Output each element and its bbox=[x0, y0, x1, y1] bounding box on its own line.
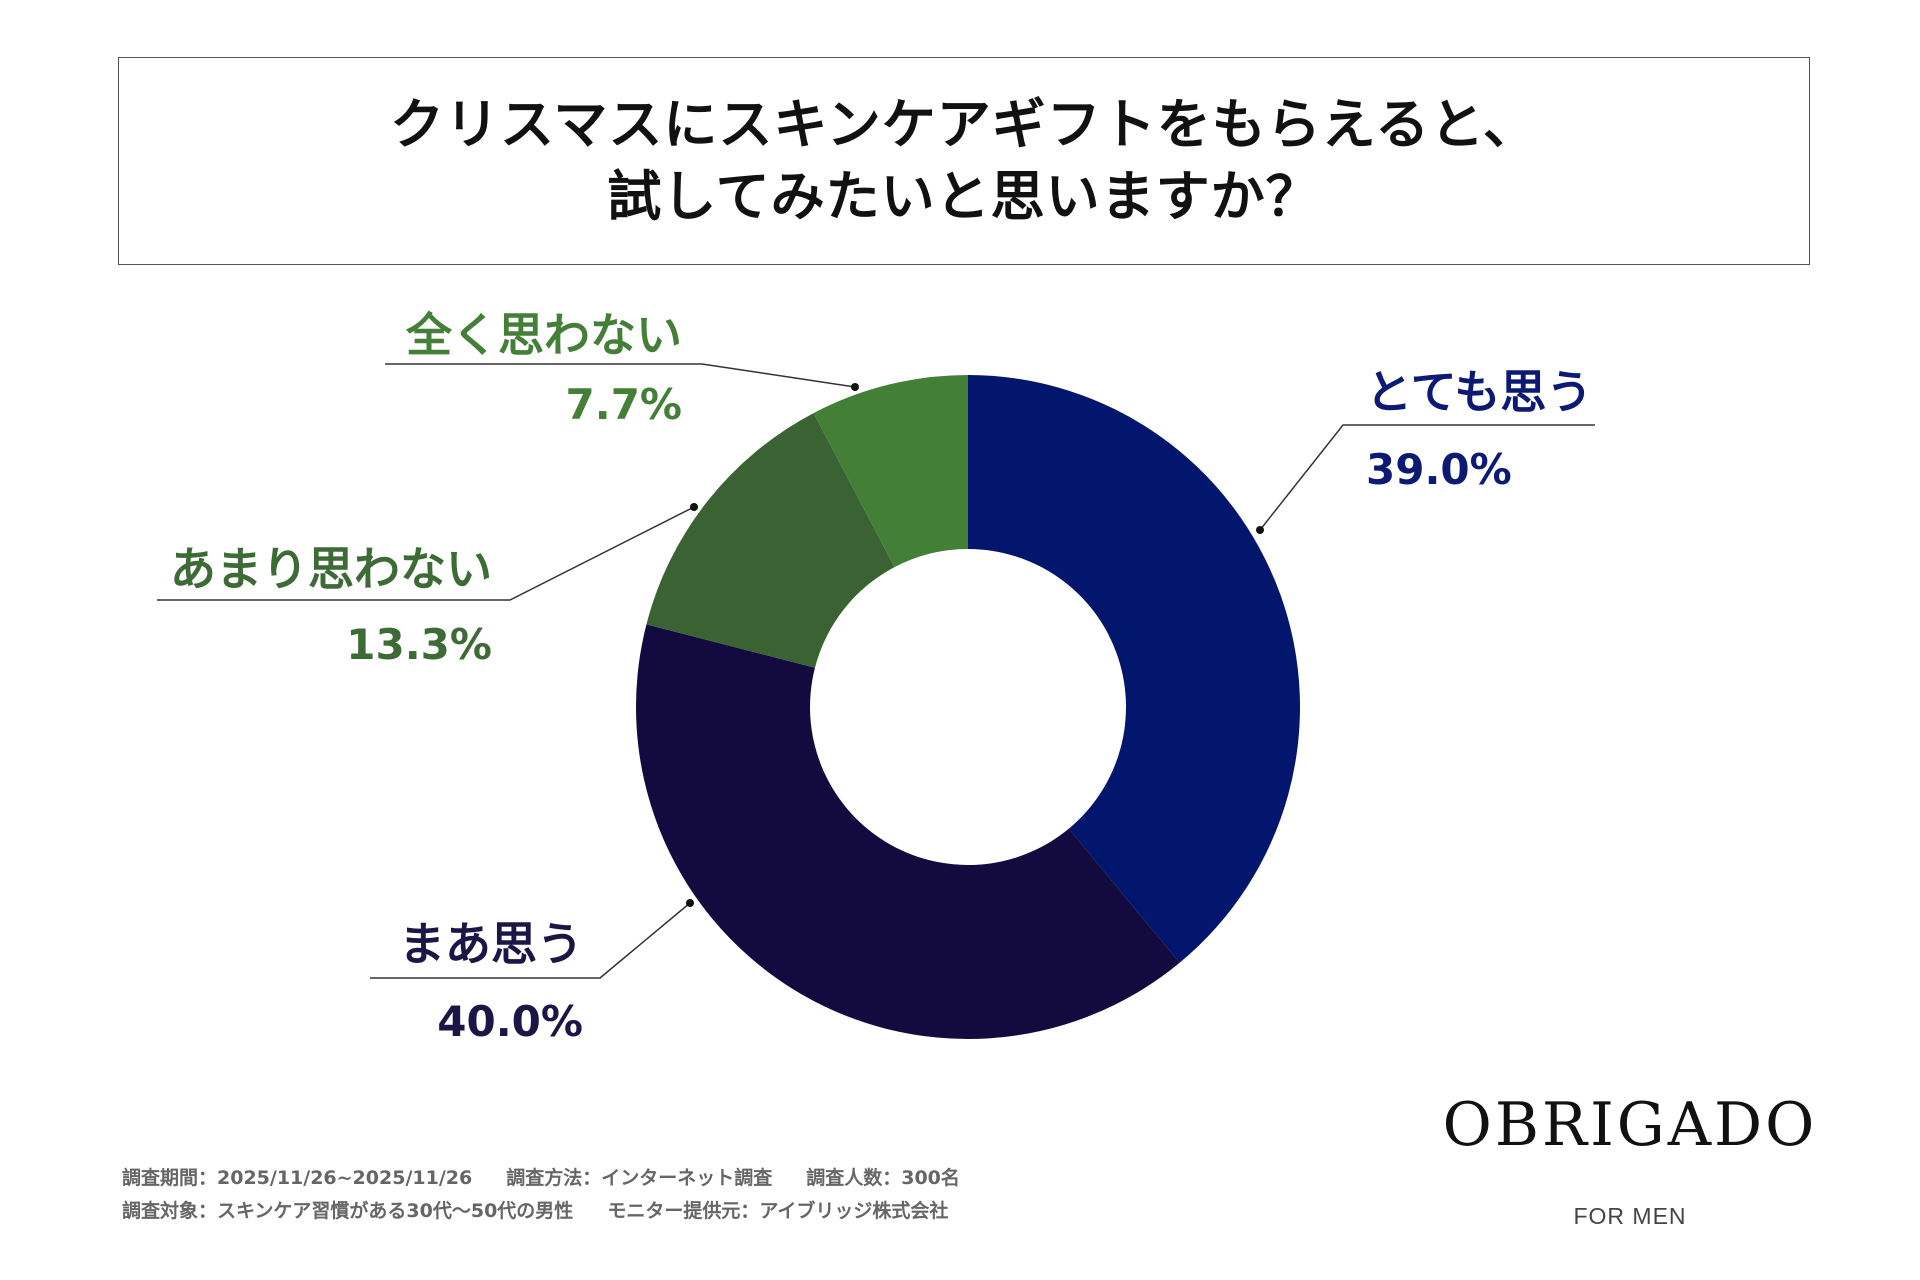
leader-dot-totemo-omou bbox=[1256, 526, 1264, 534]
leader-dot-maa-omou bbox=[686, 899, 694, 907]
leader-dot-amari-omowanai bbox=[690, 503, 698, 511]
brand-logo: OBRIGADO bbox=[1442, 1090, 1818, 1160]
footer-line-1: 調査期間：2025/11/26~2025/11/26 調査方法：インターネット調査… bbox=[122, 1162, 994, 1195]
footer-line-2: 調査対象：スキンケア習慣がある30代～50代の男性 モニター提供元：アイブリッジ株… bbox=[122, 1195, 994, 1228]
donut-slice-totemo-omou bbox=[968, 375, 1300, 963]
survey-target: 調査対象：スキンケア習慣がある30代～50代の男性 bbox=[122, 1200, 574, 1222]
value-label-maa-omou: 40.0% bbox=[437, 997, 583, 1046]
category-label-amari-omowanai: あまり思わない bbox=[170, 542, 492, 596]
leader-line-totemo-omou bbox=[1259, 424, 1595, 531]
leader-line-mattaku-omowanai bbox=[385, 363, 856, 388]
value-label-amari-omowanai: 13.3% bbox=[346, 620, 492, 669]
donut-slice-mattaku-omowanai bbox=[813, 375, 968, 568]
title-box: クリスマスにスキンケアギフトをもらえると、 試してみたいと思いますか？ bbox=[118, 57, 1810, 265]
leader-line-amari-omowanai bbox=[157, 506, 695, 601]
survey-method: 調査方法：インターネット調査 bbox=[506, 1167, 773, 1189]
value-label-mattaku-omowanai: 7.7% bbox=[566, 380, 682, 429]
chart-title-line-1: クリスマスにスキンケアギフトをもらえると、 bbox=[390, 93, 1538, 156]
chart-title-line-2: 試してみたいと思いますか？ bbox=[607, 165, 1321, 228]
survey-sample: 調査人数：300名 bbox=[806, 1167, 960, 1189]
value-label-totemo-omou: 39.0% bbox=[1366, 445, 1512, 494]
donut-slice-amari-omowanai bbox=[646, 413, 895, 668]
survey-footer: 調査期間：2025/11/26~2025/11/26 調査方法：インターネット調査… bbox=[122, 1162, 994, 1228]
leader-line-maa-omou bbox=[370, 902, 691, 979]
donut-slice-maa-omou bbox=[636, 624, 1180, 1039]
category-label-mattaku-omowanai: 全く思わない bbox=[405, 308, 682, 362]
survey-provider: モニター提供元：アイブリッジ株式会社 bbox=[607, 1200, 949, 1222]
leader-dot-mattaku-omowanai bbox=[851, 383, 859, 391]
brand-subtitle: FOR MEN bbox=[1573, 1203, 1687, 1229]
survey-period: 調査期間：2025/11/26~2025/11/26 bbox=[122, 1167, 473, 1189]
category-label-maa-omou: まあ思う bbox=[399, 917, 583, 971]
category-label-totemo-omou: とても思う bbox=[1366, 365, 1592, 419]
